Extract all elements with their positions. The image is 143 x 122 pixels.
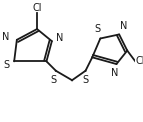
Text: N: N (120, 21, 127, 31)
Text: N: N (111, 68, 119, 78)
Text: S: S (50, 75, 56, 85)
Text: S: S (3, 60, 9, 70)
Text: Cl: Cl (32, 3, 42, 13)
Text: S: S (83, 75, 89, 85)
Text: N: N (2, 32, 10, 42)
Text: S: S (95, 24, 101, 34)
Text: Cl: Cl (136, 56, 143, 66)
Text: N: N (56, 33, 64, 43)
